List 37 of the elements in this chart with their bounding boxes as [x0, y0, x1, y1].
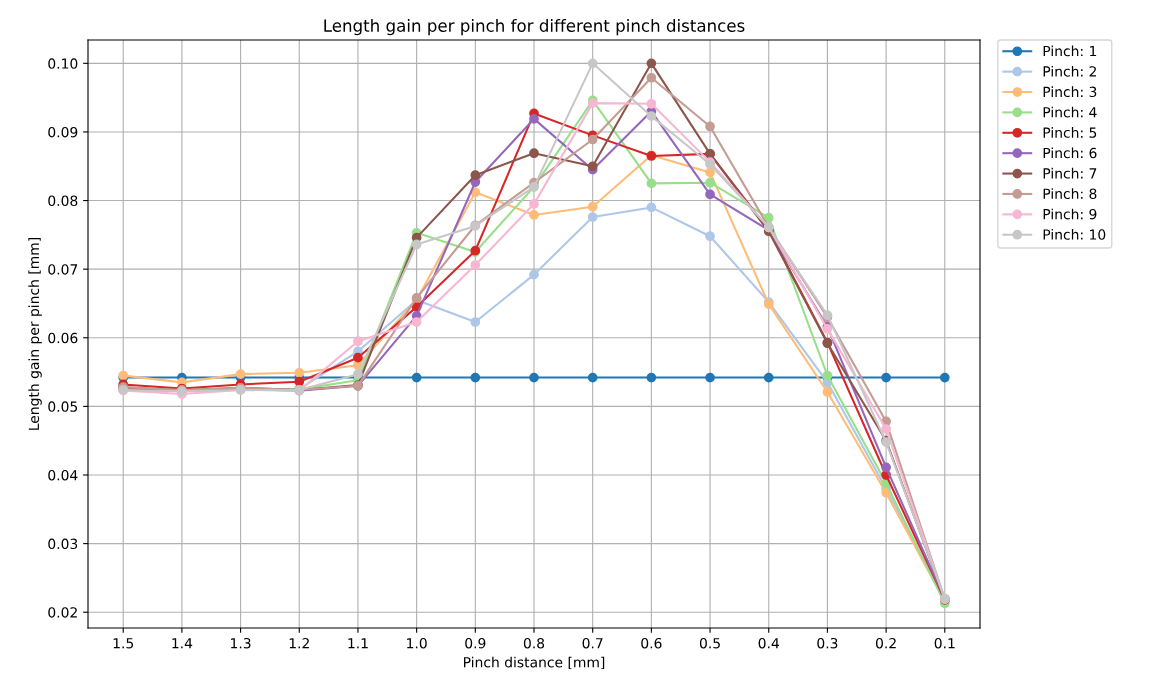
legend-label: Pinch: 9	[1043, 208, 1097, 220]
legend-label: Pinch: 3	[1043, 86, 1097, 98]
x-tick-label: 1.2	[289, 637, 309, 649]
x-tick-label: 0.2	[875, 637, 896, 649]
x-tick-label: 0.8	[523, 637, 545, 649]
x-tick-label: 0.4	[758, 637, 779, 649]
legend-label: Pinch: 7	[1043, 167, 1097, 179]
y-tick-label: 0.03	[48, 538, 78, 550]
legend-label: Pinch: 6	[1043, 147, 1097, 159]
chart-title: Length gain per pinch for different pinch distances	[324, 19, 745, 36]
y-tick-label: 0.09	[48, 126, 78, 138]
y-tick-label: 0.06	[48, 332, 78, 344]
x-tick-label: 0.5	[699, 637, 720, 649]
y-tick-label: 0.10	[48, 58, 78, 69]
x-tick-label: 0.1	[934, 637, 955, 649]
y-tick-label: 0.05	[48, 401, 78, 412]
x-tick-label: 0.9	[465, 637, 486, 649]
y-tick-label: 0.02	[48, 607, 77, 618]
x-tick-label: 1.4	[172, 638, 193, 649]
y-tick-label: 0.04	[48, 469, 78, 481]
y-tick-label: 0.08	[48, 195, 78, 207]
y-axis-title: Length gain per pinch [mm]	[28, 237, 42, 430]
x-tick-label: 1.1	[348, 638, 368, 649]
legend-label: Pinch: 1	[1043, 45, 1097, 57]
legend-label: Pinch: 10	[1043, 229, 1106, 240]
y-tick-label: 0.07	[48, 264, 78, 275]
legend-label: Pinch: 2	[1043, 65, 1096, 77]
legend-label: Pinch: 5	[1043, 127, 1097, 138]
x-tick-label: 1.5	[113, 638, 134, 649]
x-tick-label: 1.0	[407, 637, 427, 649]
x-tick-label: 0.3	[817, 637, 838, 649]
legend-label: Pinch: 4	[1043, 106, 1097, 118]
x-tick-label: 1.3	[231, 637, 251, 649]
x-tick-label: 0.7	[582, 637, 603, 649]
x-tick-label: 0.6	[641, 637, 662, 649]
legend-label: Pinch: 8	[1043, 188, 1097, 200]
x-axis-title: Pinch distance [mm]	[463, 656, 605, 670]
